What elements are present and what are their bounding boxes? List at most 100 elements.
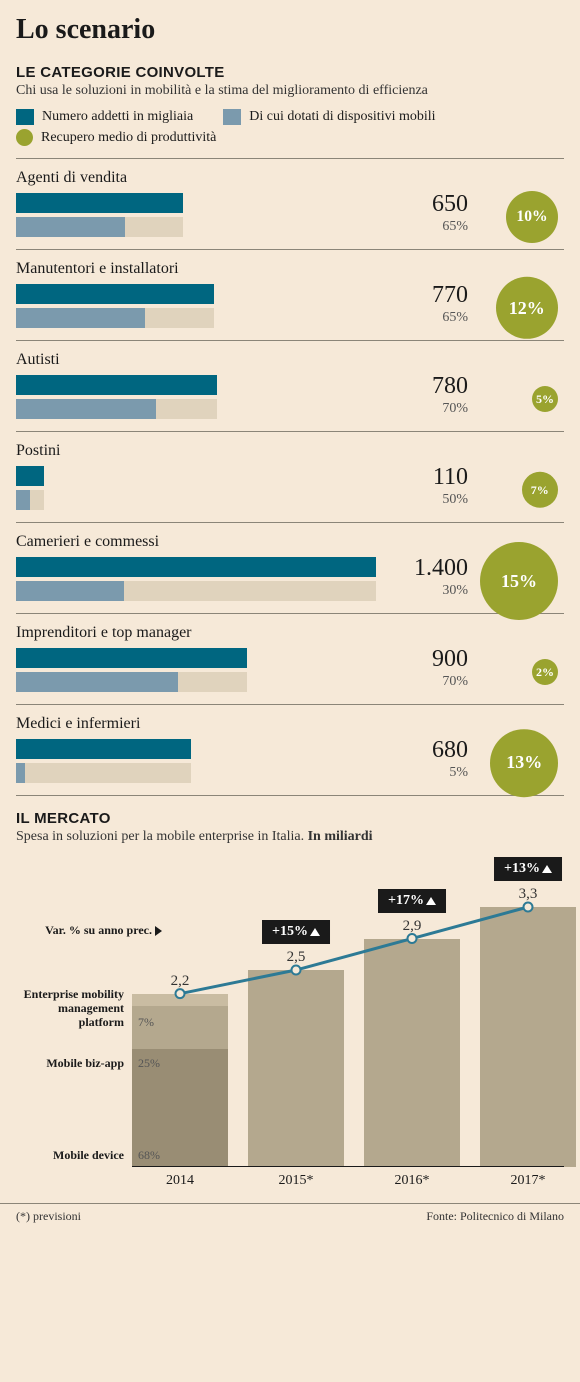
bar-total: [16, 466, 44, 486]
bar-value: 3,3: [519, 886, 538, 903]
bar-total: [16, 375, 217, 395]
bar-total: [16, 557, 376, 577]
footnote-right: Fonte: Politecnico di Milano: [426, 1209, 564, 1224]
section-market: IL MERCATO Spesa in soluzioni per la mob…: [16, 810, 564, 1193]
growth-badge: +13%: [494, 857, 562, 881]
value-mobile-pct: 65%: [388, 310, 468, 326]
bar-mobile: [16, 763, 25, 783]
divider: [16, 795, 564, 796]
market-sub-b: In miliardi: [308, 829, 373, 844]
legend-swatch-a: [16, 109, 34, 125]
bar-value: 2,2: [171, 973, 190, 990]
section-heading: LE CATEGORIE COINVOLTE: [16, 64, 564, 81]
bar-mobile: [16, 672, 178, 692]
bar-mobile: [16, 217, 125, 237]
market-chart: 2014 2,2 2015* 2,5+15% 2016* 2,9+17% 201…: [16, 863, 564, 1193]
pct-biz: 25%: [138, 1056, 160, 1071]
category-bars: 770 65% 12%: [16, 284, 564, 332]
year-label: 2015*: [248, 1173, 344, 1189]
market-column: [248, 970, 344, 1167]
value-mobile-pct: 65%: [388, 219, 468, 235]
pct-emm: 7%: [138, 1015, 154, 1030]
value-total: 770: [388, 282, 468, 309]
value-mobile-pct: 5%: [388, 765, 468, 781]
market-bar: [248, 970, 344, 1167]
category-row: Camerieri e commessi 1.400 30% 15%: [16, 523, 564, 613]
label-dev: Mobile device: [16, 1149, 124, 1163]
footer: (*) previsioni Fonte: Politecnico di Mil…: [0, 1203, 580, 1232]
up-arrow-icon: [426, 897, 436, 905]
bar-total: [16, 648, 247, 668]
productivity-bubble: 10%: [506, 191, 558, 243]
value-total: 1.400: [388, 555, 468, 582]
market-bar: [364, 939, 460, 1167]
year-label: 2017*: [480, 1173, 576, 1189]
up-arrow-icon: [310, 928, 320, 936]
market-bar: [480, 907, 576, 1167]
category-bars: 110 50% 7%: [16, 466, 564, 514]
value-total: 900: [388, 646, 468, 673]
category-row: Postini 110 50% 7%: [16, 432, 564, 522]
legend-swatch-c: [16, 129, 33, 146]
category-name: Postini: [16, 442, 564, 460]
category-name: Autisti: [16, 351, 564, 369]
segment-emm: [132, 994, 228, 1006]
market-sub-a: Spesa in soluzioni per la mobile enterpr…: [16, 829, 308, 844]
productivity-bubble: 15%: [480, 542, 558, 620]
var-label: Var. % su anno prec.: [45, 923, 162, 938]
pct-dev: 68%: [138, 1148, 160, 1163]
bar-mobile: [16, 399, 156, 419]
footnote-left: (*) previsioni: [16, 1209, 81, 1224]
productivity-bubble: 2%: [532, 659, 558, 685]
legend-label-c: Recupero medio di produttività: [41, 130, 216, 146]
legend-swatch-b: [223, 109, 241, 125]
category-name: Camerieri e commessi: [16, 533, 564, 551]
category-bars: 780 70% 5%: [16, 375, 564, 423]
value-total: 110: [388, 464, 468, 491]
category-row: Agenti di vendita 650 65% 10%: [16, 159, 564, 249]
bar-mobile: [16, 490, 30, 510]
value-mobile-pct: 50%: [388, 492, 468, 508]
page-title: Lo scenario: [16, 14, 564, 46]
bar-mobile: [16, 581, 124, 601]
bar-track: [16, 763, 191, 783]
bar-total: [16, 739, 191, 759]
category-row: Imprenditori e top manager 900 70% 2%: [16, 614, 564, 704]
label-biz: Mobile biz-app: [16, 1057, 124, 1071]
category-row: Autisti 780 70% 5%: [16, 341, 564, 431]
market-column: [480, 907, 576, 1167]
section-categories: LE CATEGORIE COINVOLTE Chi usa le soluzi…: [16, 64, 564, 796]
label-emm: Enterprise mobility management platform: [16, 988, 124, 1029]
year-label: 2014: [132, 1173, 228, 1189]
up-arrow-icon: [542, 865, 552, 873]
legend-label-b: Di cui dotati di dispositivi mobili: [249, 109, 435, 125]
right-arrow-icon: [155, 926, 162, 936]
category-name: Agenti di vendita: [16, 169, 564, 187]
category-bars: 650 65% 10%: [16, 193, 564, 241]
productivity-bubble: 7%: [522, 472, 558, 508]
legend-label-a: Numero addetti in migliaia: [42, 109, 193, 125]
category-name: Medici e infermieri: [16, 715, 564, 733]
value-mobile-pct: 70%: [388, 401, 468, 417]
value-mobile-pct: 30%: [388, 583, 468, 599]
bar-total: [16, 284, 214, 304]
bar-value: 2,5: [287, 949, 306, 966]
bar-value: 2,9: [403, 918, 422, 935]
productivity-bubble: 5%: [532, 386, 558, 412]
value-total: 780: [388, 373, 468, 400]
year-label: 2016*: [364, 1173, 460, 1189]
category-name: Manutentori e installatori: [16, 260, 564, 278]
category-row: Manutentori e installatori 770 65% 12%: [16, 250, 564, 340]
productivity-bubble: 13%: [490, 729, 558, 797]
category-bars: 680 5% 13%: [16, 739, 564, 787]
bar-total: [16, 193, 183, 213]
category-name: Imprenditori e top manager: [16, 624, 564, 642]
growth-badge: +15%: [262, 920, 330, 944]
value-total: 680: [388, 737, 468, 764]
market-heading: IL MERCATO: [16, 810, 564, 827]
market-sub: Spesa in soluzioni per la mobile enterpr…: [16, 829, 564, 845]
section-sub: Chi usa le soluzioni in mobilità e la st…: [16, 83, 564, 99]
value-mobile-pct: 70%: [388, 674, 468, 690]
legend: Numero addetti in migliaia Di cui dotati…: [16, 109, 564, 146]
market-column: [364, 939, 460, 1167]
